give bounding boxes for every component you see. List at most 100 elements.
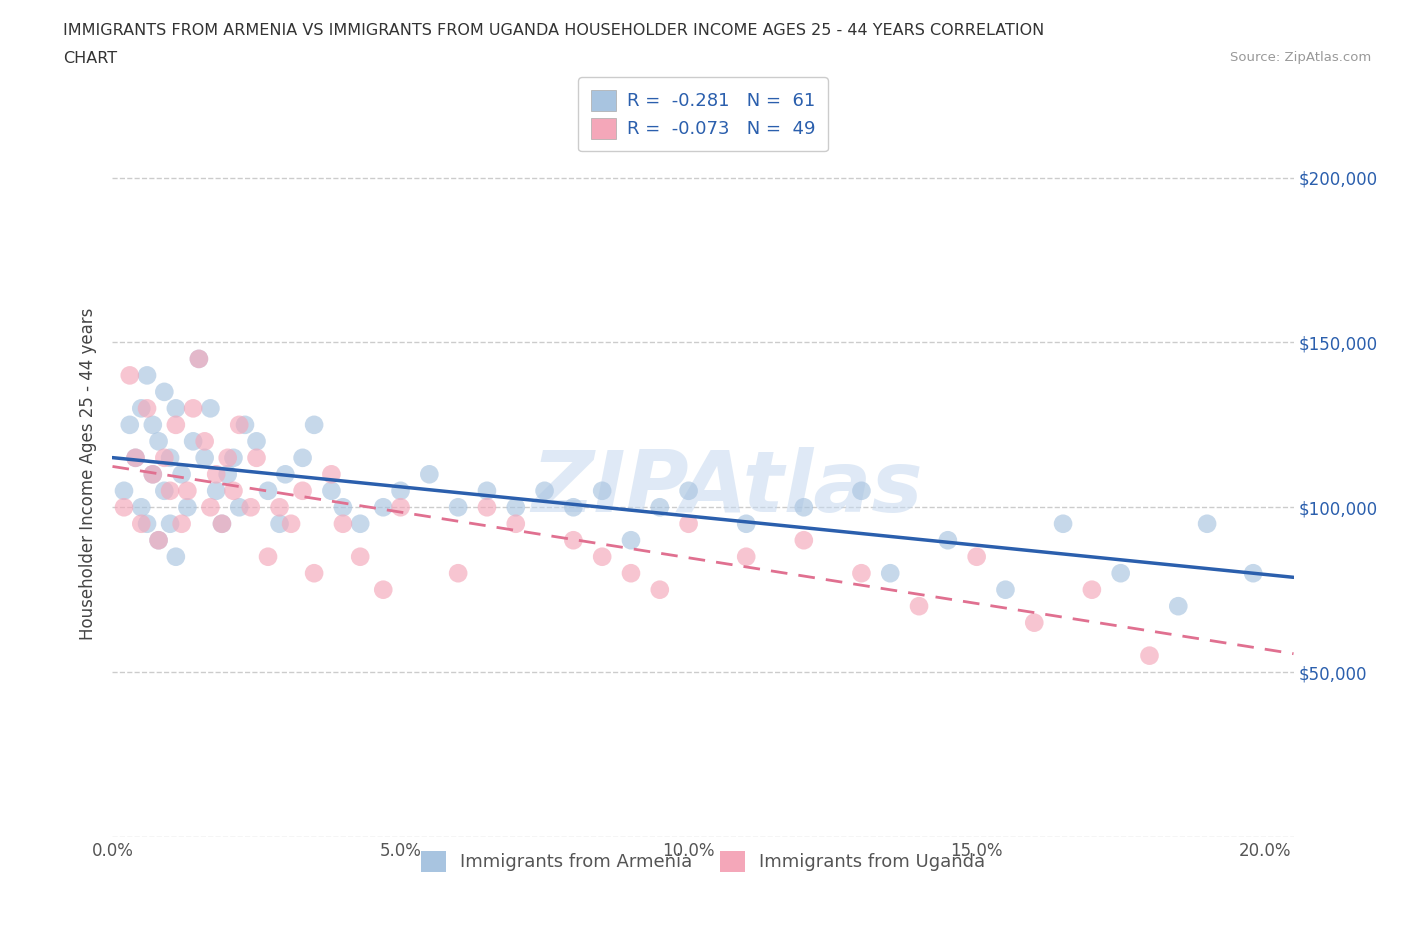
Point [153, 450, 176, 465]
Point [136, 401, 159, 416]
Point [1109, 565, 1132, 580]
Point [142, 418, 165, 432]
Point [332, 499, 354, 514]
Point [1052, 516, 1074, 531]
Legend: Immigrants from Armenia, Immigrants from Uganda: Immigrants from Armenia, Immigrants from… [413, 844, 993, 879]
Point [200, 499, 222, 514]
Point [165, 550, 187, 565]
Point [291, 450, 314, 465]
Point [1139, 648, 1161, 663]
Point [349, 516, 371, 531]
Point [648, 499, 671, 514]
Point [269, 499, 291, 514]
Point [269, 516, 291, 531]
Point [153, 384, 176, 399]
Point [228, 418, 250, 432]
Point [274, 467, 297, 482]
Point [447, 565, 470, 580]
Point [280, 516, 302, 531]
Point [533, 484, 555, 498]
Point [176, 499, 198, 514]
Point [222, 484, 245, 498]
Text: ZIPAtlas: ZIPAtlas [531, 447, 922, 530]
Point [321, 484, 343, 498]
Point [129, 499, 152, 514]
Point [170, 516, 193, 531]
Point [129, 516, 152, 531]
Point [142, 467, 165, 482]
Point [228, 499, 250, 514]
Point [233, 418, 256, 432]
Point [620, 565, 643, 580]
Point [562, 533, 585, 548]
Point [879, 565, 901, 580]
Point [222, 450, 245, 465]
Point [735, 516, 758, 531]
Point [181, 434, 204, 449]
Point [562, 499, 585, 514]
Point [165, 418, 187, 432]
Point [1081, 582, 1104, 597]
Point [159, 484, 181, 498]
Point [908, 599, 931, 614]
Point [211, 516, 233, 531]
Point [793, 533, 815, 548]
Point [136, 368, 159, 383]
Point [118, 418, 141, 432]
Point [966, 550, 988, 565]
Point [447, 499, 470, 514]
Point [136, 516, 159, 531]
Point [591, 484, 613, 498]
Point [124, 450, 146, 465]
Point [1197, 516, 1219, 531]
Point [257, 484, 280, 498]
Point [1167, 599, 1189, 614]
Point [239, 499, 262, 514]
Point [936, 533, 959, 548]
Y-axis label: Householder Income Ages 25 - 44 years: Householder Income Ages 25 - 44 years [79, 308, 97, 641]
Point [148, 434, 170, 449]
Point [217, 467, 239, 482]
Point [153, 484, 176, 498]
Point [291, 484, 314, 498]
Point [678, 516, 700, 531]
Point [505, 499, 527, 514]
Point [245, 434, 267, 449]
Point [735, 550, 758, 565]
Point [302, 418, 325, 432]
Point [112, 499, 135, 514]
Point [321, 467, 343, 482]
Point [245, 450, 267, 465]
Point [148, 533, 170, 548]
Point [124, 450, 146, 465]
Point [200, 401, 222, 416]
Point [165, 401, 187, 416]
Point [620, 533, 643, 548]
Point [176, 484, 198, 498]
Point [389, 499, 412, 514]
Point [678, 484, 700, 498]
Point [194, 450, 217, 465]
Point [591, 550, 613, 565]
Point [159, 516, 181, 531]
Point [170, 467, 193, 482]
Point [129, 401, 152, 416]
Point [793, 499, 815, 514]
Point [205, 467, 228, 482]
Point [112, 484, 135, 498]
Point [994, 582, 1017, 597]
Point [187, 352, 209, 366]
Point [475, 499, 498, 514]
Point [187, 352, 209, 366]
Point [142, 467, 165, 482]
Point [1024, 616, 1046, 631]
Point [118, 368, 141, 383]
Point [194, 434, 217, 449]
Point [217, 450, 239, 465]
Text: Source: ZipAtlas.com: Source: ZipAtlas.com [1230, 51, 1371, 64]
Point [205, 484, 228, 498]
Text: CHART: CHART [63, 51, 117, 66]
Text: IMMIGRANTS FROM ARMENIA VS IMMIGRANTS FROM UGANDA HOUSEHOLDER INCOME AGES 25 - 4: IMMIGRANTS FROM ARMENIA VS IMMIGRANTS FR… [63, 23, 1045, 38]
Point [475, 484, 498, 498]
Point [851, 565, 873, 580]
